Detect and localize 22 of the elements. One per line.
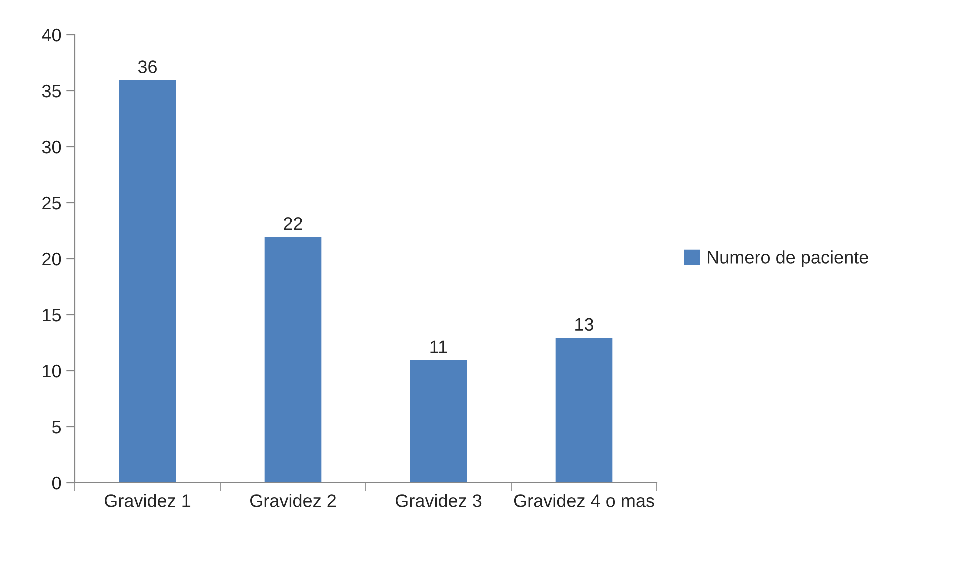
y-tick-label: 35 xyxy=(42,84,62,98)
bar xyxy=(554,336,614,483)
y-tick-label: 20 xyxy=(42,252,62,266)
data-label: 36 xyxy=(138,60,157,74)
legend-label: Numero de paciente xyxy=(708,250,868,268)
data-label: 11 xyxy=(430,340,448,354)
y-tick-label: 25 xyxy=(42,196,62,210)
x-tick-label: Gravidez 2 xyxy=(250,494,336,508)
y-tick-label: 5 xyxy=(52,421,62,434)
x-tick-label: Gravidez 4 o mas xyxy=(514,494,654,508)
y-tick-label: 30 xyxy=(42,140,62,154)
y-tick-label: 40 xyxy=(42,28,62,42)
x-tick-label: Gravidez 1 xyxy=(105,494,191,508)
bar xyxy=(408,359,469,483)
bar xyxy=(263,236,324,483)
data-label: 13 xyxy=(576,318,594,332)
bar xyxy=(118,79,178,483)
x-tick-label: Gravidez 3 xyxy=(396,494,482,508)
y-tick-label: 10 xyxy=(43,364,62,378)
y-tick-label: 0 xyxy=(52,476,62,490)
y-tick-label: 15 xyxy=(43,309,62,322)
data-label: 22 xyxy=(284,217,302,230)
